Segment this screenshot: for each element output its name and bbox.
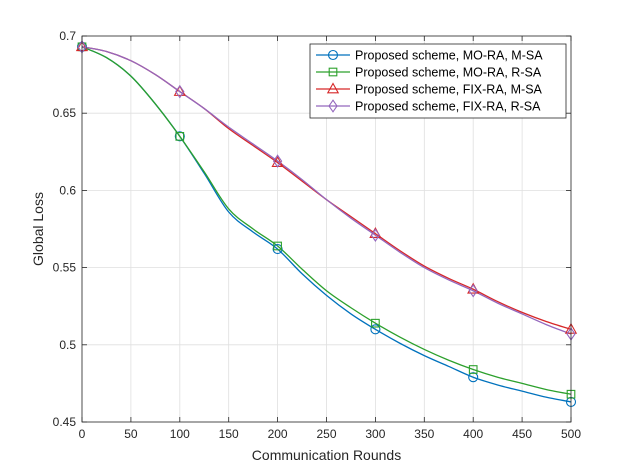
y-tick-label: 0.45: [53, 415, 77, 429]
x-tick-label: 200: [268, 427, 288, 441]
series-line-2: [81, 46, 572, 395]
x-tick-label: 0: [79, 427, 86, 441]
data-point-series-4: [468, 283, 478, 298]
legend-marker-3: [326, 82, 340, 94]
data-point-series-2: [468, 365, 478, 374]
data-point-series-1: [468, 372, 479, 383]
legend-label-4: Proposed scheme, FIX-RA, R-SA: [355, 100, 541, 114]
legend-label-2: Proposed scheme, MO-RA, R-SA: [355, 66, 542, 80]
legend-marker-1: [327, 49, 339, 61]
data-point-series-2: [175, 132, 185, 141]
x-tick-label: 500: [561, 427, 581, 441]
x-tick-label: 250: [316, 427, 336, 441]
y-tick-label: 0.7: [59, 29, 76, 43]
series-lines: [81, 46, 572, 403]
data-point-series-3: [173, 84, 186, 96]
x-tick-label: 150: [219, 427, 239, 441]
legend-marker-4: [328, 99, 338, 113]
y-tick-label: 0.55: [53, 261, 77, 275]
data-point-series-2: [273, 241, 282, 251]
data-point-series-1: [174, 131, 185, 142]
x-tick-label: 300: [365, 427, 385, 441]
series-line-4: [81, 46, 572, 335]
x-tick-label: 350: [414, 427, 434, 441]
legend-box: [309, 43, 567, 119]
legend-marker-2: [328, 67, 338, 77]
legend-label-3: Proposed scheme, FIX-RA, M-SA: [355, 83, 543, 97]
series-markers: [75, 40, 578, 407]
legend: Proposed scheme, MO-RA, M-SA Proposed sch…: [309, 43, 567, 119]
x-tick-label: 100: [170, 427, 190, 441]
data-point-series-2: [371, 318, 380, 328]
data-point-series-1: [272, 244, 283, 255]
x-tick-label: 400: [463, 427, 483, 441]
data-point-series-4: [272, 154, 283, 168]
data-point-series-4: [370, 228, 381, 242]
y-tick-label: 0.6: [59, 183, 76, 197]
y-axis-label: Global Loss: [30, 192, 46, 266]
x-tick-label: 50: [124, 427, 138, 441]
legend-label-1: Proposed scheme, MO-RA, M-SA: [355, 49, 543, 63]
x-axis: 0 50 100 150 200 250 300 350 400 450 500: [79, 36, 581, 441]
x-tick-label: 450: [512, 427, 532, 441]
y-tick-label: 0.65: [53, 106, 77, 120]
data-point-series-1: [370, 324, 381, 335]
x-axis-label: Communication Rounds: [252, 447, 401, 463]
y-tick-label: 0.5: [59, 338, 76, 352]
y-axis: 0.45 0.5 0.55 0.6 0.65 0.7: [53, 29, 571, 429]
data-point-series-4: [175, 84, 185, 99]
